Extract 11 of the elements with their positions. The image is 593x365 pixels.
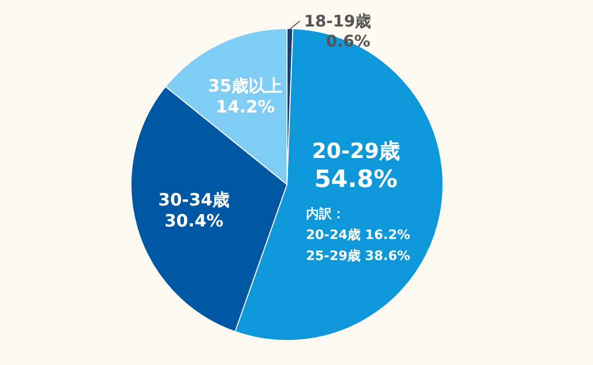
slice-label: 18-19歳 <box>304 12 372 31</box>
data-label: 14.2% <box>216 98 275 118</box>
slice-label: 20-29歳 <box>312 139 400 164</box>
text: 25-29歳 38.6% <box>306 249 410 264</box>
data-label: 54.8% <box>314 164 398 193</box>
text: 内訳： <box>306 206 345 222</box>
slice-label: 35歳以上 <box>208 76 283 97</box>
slice-label: 30-34歳 <box>158 190 230 210</box>
data-label: 30.4% <box>164 211 224 232</box>
data-label: 0.6% <box>326 32 370 51</box>
text: 20-24歳 16.2% <box>306 228 410 244</box>
